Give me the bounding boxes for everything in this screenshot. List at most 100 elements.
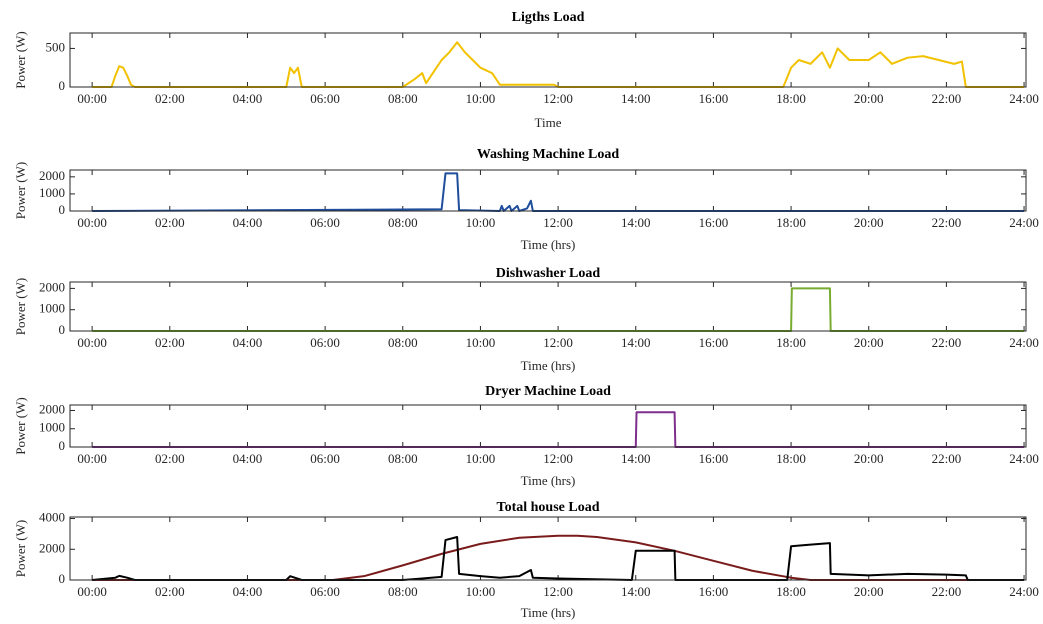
x-tick-label: 04:00: [233, 91, 263, 106]
y-tick-label: 2000: [39, 168, 65, 183]
x-axis-label: Time (hrs): [521, 237, 576, 252]
x-tick-label: 14:00: [621, 335, 651, 350]
y-axis-label: Power (W): [13, 31, 28, 88]
x-tick-label: 02:00: [155, 215, 185, 230]
x-tick-label: 14:00: [621, 584, 651, 599]
x-tick-label: 24:00: [1009, 584, 1039, 599]
y-tick-label: 1000: [39, 420, 65, 435]
x-tick-label: 14:00: [621, 451, 651, 466]
x-tick-label: 00:00: [77, 91, 107, 106]
x-axis-label: Time (hrs): [521, 473, 576, 488]
y-tick-label: 2000: [39, 540, 65, 555]
x-tick-label: 16:00: [699, 451, 729, 466]
x-tick-label: 10:00: [466, 91, 496, 106]
x-tick-label: 06:00: [310, 451, 340, 466]
x-axis-label: Time (hrs): [521, 605, 576, 620]
series-line: [92, 535, 1025, 581]
x-tick-label: 04:00: [233, 584, 263, 599]
y-axis-label: Power (W): [13, 397, 28, 454]
x-tick-label: 00:00: [77, 451, 107, 466]
series-line: [92, 287, 1025, 332]
x-tick-label: 00:00: [77, 215, 107, 230]
x-tick-label: 06:00: [310, 584, 340, 599]
x-tick-label: 24:00: [1009, 451, 1039, 466]
y-tick-label: 2000: [39, 401, 65, 416]
x-tick-label: 20:00: [854, 584, 884, 599]
series-line: [92, 172, 1025, 212]
x-tick-label: 18:00: [776, 451, 806, 466]
y-tick-label: 1000: [39, 301, 65, 316]
x-tick-label: 08:00: [388, 584, 418, 599]
axes-box: [69, 404, 1027, 448]
x-tick-label: 16:00: [699, 91, 729, 106]
x-tick-label: 02:00: [155, 91, 185, 106]
x-axis-label: Time: [535, 115, 562, 130]
x-tick-label: 00:00: [77, 335, 107, 350]
x-tick-label: 20:00: [854, 91, 884, 106]
x-tick-label: 04:00: [233, 335, 263, 350]
chart-title: Dryer Machine Load: [485, 384, 611, 399]
x-tick-label: 12:00: [543, 451, 573, 466]
x-tick-label: 18:00: [776, 91, 806, 106]
x-tick-label: 22:00: [932, 215, 962, 230]
x-tick-label: 10:00: [466, 584, 496, 599]
y-tick-label: 500: [46, 39, 66, 54]
axes-box: [69, 32, 1027, 88]
chart-title: Dishwasher Load: [496, 266, 601, 281]
x-tick-label: 08:00: [388, 215, 418, 230]
y-tick-label: 2000: [39, 279, 65, 294]
x-tick-label: 24:00: [1009, 91, 1039, 106]
x-tick-label: 18:00: [776, 584, 806, 599]
x-tick-label: 22:00: [932, 91, 962, 106]
x-tick-label: 08:00: [388, 335, 418, 350]
x-tick-label: 14:00: [621, 215, 651, 230]
x-axis-label: Time (hrs): [521, 358, 576, 373]
series-line: [92, 41, 1025, 88]
x-tick-label: 24:00: [1009, 215, 1039, 230]
x-tick-label: 00:00: [77, 584, 107, 599]
axes-box: [69, 169, 1027, 212]
y-tick-label: 0: [59, 78, 66, 93]
x-tick-label: 22:00: [932, 584, 962, 599]
x-tick-label: 06:00: [310, 91, 340, 106]
x-tick-label: 24:00: [1009, 335, 1039, 350]
x-tick-label: 06:00: [310, 215, 340, 230]
x-tick-label: 18:00: [776, 335, 806, 350]
y-tick-label: 0: [59, 571, 66, 586]
x-tick-label: 20:00: [854, 451, 884, 466]
x-tick-label: 12:00: [543, 91, 573, 106]
x-tick-label: 16:00: [699, 215, 729, 230]
chart-title: Total house Load: [497, 500, 600, 515]
chart-title: Ligths Load: [512, 10, 585, 25]
x-tick-label: 08:00: [388, 91, 418, 106]
y-tick-label: 0: [59, 438, 66, 453]
y-tick-label: 0: [59, 202, 66, 217]
x-tick-label: 06:00: [310, 335, 340, 350]
x-tick-label: 10:00: [466, 451, 496, 466]
x-tick-label: 08:00: [388, 451, 418, 466]
x-tick-label: 12:00: [543, 215, 573, 230]
x-tick-label: 04:00: [233, 451, 263, 466]
x-tick-label: 16:00: [699, 335, 729, 350]
y-tick-label: 0: [59, 322, 66, 337]
x-tick-label: 22:00: [932, 451, 962, 466]
y-axis-label: Power (W): [13, 278, 28, 335]
axes-box: [69, 281, 1027, 332]
x-tick-label: 20:00: [854, 335, 884, 350]
y-tick-label: 4000: [39, 510, 65, 525]
y-tick-label: 1000: [39, 185, 65, 200]
x-tick-label: 20:00: [854, 215, 884, 230]
x-tick-label: 10:00: [466, 335, 496, 350]
y-axis-label: Power (W): [13, 162, 28, 219]
series-line: [92, 534, 1025, 581]
x-tick-label: 12:00: [543, 584, 573, 599]
x-tick-label: 02:00: [155, 451, 185, 466]
x-tick-label: 18:00: [776, 215, 806, 230]
x-tick-label: 16:00: [699, 584, 729, 599]
chart-title: Washing Machine Load: [477, 147, 620, 162]
x-tick-label: 02:00: [155, 335, 185, 350]
x-tick-label: 14:00: [621, 91, 651, 106]
x-tick-label: 04:00: [233, 215, 263, 230]
y-axis-label: Power (W): [13, 520, 28, 577]
